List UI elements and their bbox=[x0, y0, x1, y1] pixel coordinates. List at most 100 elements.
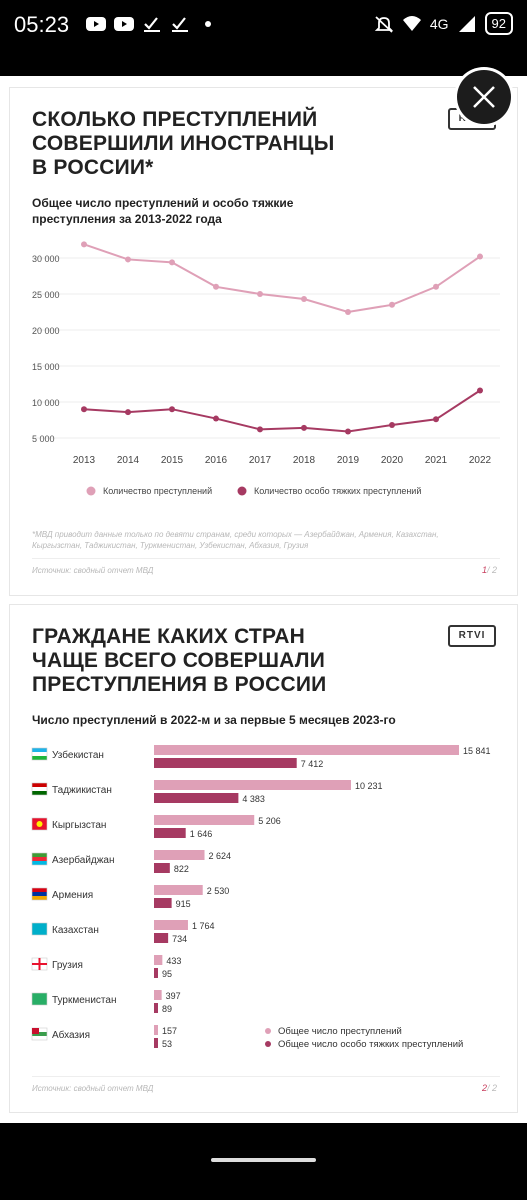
x-tick-label: 2017 bbox=[249, 455, 272, 466]
flag-sun bbox=[36, 821, 43, 827]
flag-stripe bbox=[32, 783, 47, 787]
category-label: Грузия bbox=[52, 960, 83, 971]
bar-value-label: 734 bbox=[172, 934, 187, 944]
flag-stripe bbox=[32, 923, 47, 927]
wifi-icon bbox=[402, 15, 421, 31]
bar-value-label: 15 841 bbox=[463, 746, 491, 756]
flag-stripe bbox=[32, 892, 47, 896]
grave-crimes-line bbox=[83, 389, 481, 433]
close-button[interactable] bbox=[457, 70, 511, 124]
card1-page-number: 1/ 2 bbox=[482, 565, 497, 575]
data-point bbox=[433, 283, 439, 290]
y-tick-label: 25 000 bbox=[32, 290, 60, 300]
bar-value-label: 433 bbox=[166, 956, 181, 966]
data-point bbox=[301, 424, 307, 431]
flag-stripe bbox=[32, 1036, 47, 1040]
data-point bbox=[125, 256, 131, 263]
bar-total bbox=[154, 745, 459, 755]
bar-value-label: 5 206 bbox=[258, 816, 281, 826]
azerbaijan-flag-icon bbox=[31, 852, 48, 866]
flag-border bbox=[31, 782, 48, 796]
card2-page-number: 2/ 2 bbox=[482, 1083, 497, 1093]
flag-stripe bbox=[32, 756, 47, 760]
check-icon bbox=[144, 17, 160, 32]
subtitle-line: преступления за 2013-2022 года bbox=[32, 212, 222, 226]
bar-value-label: 4 383 bbox=[242, 794, 265, 804]
data-point bbox=[257, 426, 263, 433]
bar-value-label: 2 530 bbox=[207, 886, 230, 896]
bar-value-label: 822 bbox=[174, 864, 189, 874]
bar-grave bbox=[154, 898, 172, 908]
bar-chart: Узбекистан 15 841 7 412 Таджикистан 10 231 4 … bbox=[31, 745, 491, 1050]
bar-total bbox=[154, 780, 351, 790]
flag-stripe bbox=[32, 853, 47, 857]
flag-border bbox=[31, 817, 48, 831]
bar-total bbox=[154, 1025, 158, 1035]
bar-grave bbox=[154, 933, 169, 943]
close-icon bbox=[473, 86, 495, 108]
uzbekistan-flag-icon bbox=[31, 747, 48, 761]
legend-label: Общее число преступлений bbox=[278, 1026, 402, 1037]
card2-source: Источник: сводный отчет МВД bbox=[32, 1084, 154, 1093]
armenia-flag-icon bbox=[31, 887, 48, 901]
y-tick-label: 10 000 bbox=[32, 398, 60, 408]
data-point bbox=[81, 241, 87, 248]
x-tick-label: 2013 bbox=[73, 455, 96, 466]
x-tick-label: 2020 bbox=[381, 455, 404, 466]
title-line: В РОССИИ* bbox=[32, 156, 154, 179]
title-line: СОВЕРШИЛИ ИНОСТРАНЦЫ bbox=[32, 132, 335, 155]
title-line: СКОЛЬКО ПРЕСТУПЛЕНИЙ bbox=[32, 108, 318, 131]
flag-stripe bbox=[32, 791, 47, 795]
category-label: Казахстан bbox=[52, 925, 99, 936]
subtitle-line: Общее число преступлений и особо тяжкие bbox=[32, 196, 294, 210]
data-point bbox=[389, 422, 395, 429]
bar-value-label: 915 bbox=[176, 899, 191, 909]
title-line: ЧАЩЕ ВСЕГО СОВЕРШАЛИ bbox=[32, 649, 326, 672]
bar-total bbox=[154, 885, 203, 895]
card1-footnote: *МВД приводит данные только по девяти ст… bbox=[32, 529, 502, 551]
flag-stripe bbox=[32, 1032, 47, 1036]
flag-stripe bbox=[32, 896, 47, 900]
infographic-card-2: ГРАЖДАНЕ КАКИХ СТРАН ЧАЩЕ ВСЕГО СОВЕРШАЛ… bbox=[9, 604, 518, 1113]
category-label: Кыргызстан bbox=[52, 820, 106, 831]
footnote-line: *МВД приводит данные только по девяти ст… bbox=[32, 530, 439, 539]
data-point bbox=[81, 406, 87, 413]
data-point bbox=[257, 291, 263, 297]
flag-stripe bbox=[32, 748, 47, 752]
kazakhstan-flag-icon bbox=[31, 922, 48, 936]
kyrgyzstan-flag-icon bbox=[31, 817, 48, 831]
data-point bbox=[169, 406, 175, 413]
flag-border bbox=[31, 852, 48, 866]
bar-grave bbox=[154, 1003, 158, 1013]
flag-stripe bbox=[32, 787, 47, 791]
flag-border bbox=[31, 992, 48, 1006]
card2-subtitle: Число преступлений в 2022-м и за первые … bbox=[32, 713, 396, 727]
card2-title: ГРАЖДАНЕ КАКИХ СТРАН ЧАЩЕ ВСЕГО СОВЕРШАЛ… bbox=[32, 625, 326, 697]
data-point bbox=[345, 309, 351, 315]
notification-icons bbox=[86, 15, 218, 33]
bar-value-label: 10 231 bbox=[355, 781, 383, 791]
abkhazia-flag-icon bbox=[31, 1027, 48, 1041]
network-type: 4G bbox=[429, 15, 449, 32]
x-tick-label: 2021 bbox=[425, 455, 448, 466]
bar-value-label: 7 412 bbox=[301, 759, 324, 769]
flag-stripe bbox=[32, 1001, 47, 1005]
bar-grave bbox=[154, 828, 186, 838]
home-gesture-bar[interactable] bbox=[211, 1158, 316, 1162]
x-tick-label: 2015 bbox=[161, 455, 184, 466]
dot-icon bbox=[205, 21, 211, 27]
data-point bbox=[433, 416, 439, 423]
x-tick-label: 2022 bbox=[469, 455, 492, 466]
data-point bbox=[213, 283, 219, 290]
bar-total bbox=[154, 955, 163, 965]
bar-total bbox=[154, 815, 255, 825]
status-time: 05:23 bbox=[14, 12, 70, 37]
bar-value-label: 95 bbox=[162, 969, 172, 979]
card1-subtitle: Общее число преступлений и особо тяжкие … bbox=[32, 195, 293, 227]
data-point bbox=[477, 387, 483, 394]
status-bar: 05:23 4G 92 bbox=[0, 0, 527, 52]
legend-marker bbox=[265, 1041, 271, 1047]
flag-stripe bbox=[32, 1028, 47, 1032]
flag-canton bbox=[32, 1028, 39, 1034]
data-point bbox=[389, 301, 395, 308]
